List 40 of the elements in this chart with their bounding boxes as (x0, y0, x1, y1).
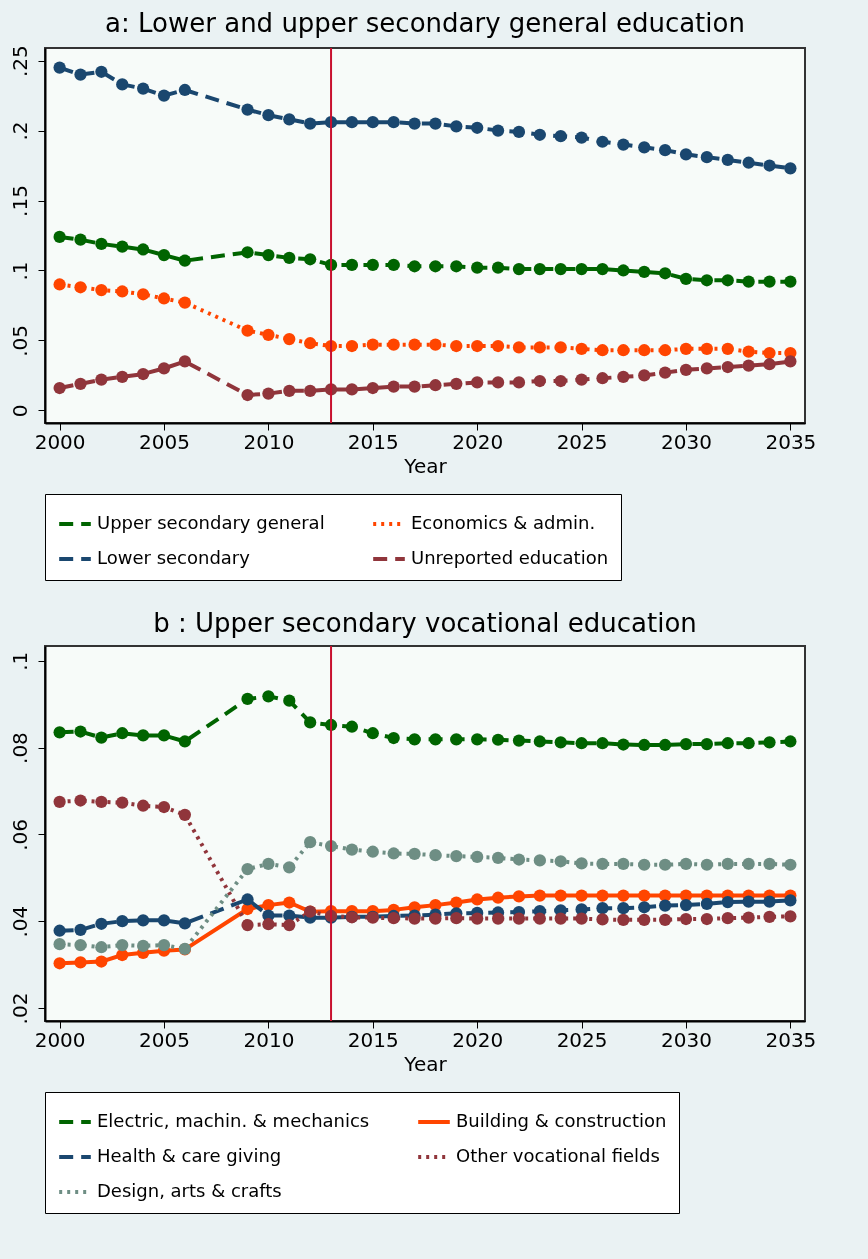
chart-title: a: Lower and upper secondary general education (105, 7, 745, 38)
x-tick-label: 2005 (139, 1027, 190, 1052)
x-tick-label: 2005 (139, 429, 190, 454)
x-tick-label: 2020 (452, 1027, 504, 1052)
y-tick-label: .05 (7, 325, 32, 357)
y-tick-label: .08 (7, 732, 32, 764)
x-tick-label: 2020 (452, 429, 504, 454)
x-tick-label: 2000 (34, 429, 86, 454)
x-tick-label: 2000 (34, 1027, 86, 1052)
y-tick-label: .04 (7, 905, 32, 938)
legend-label: Electric, machin. & mechanics (97, 1110, 370, 1131)
x-tick-label: 2035 (765, 429, 817, 454)
x-axis-title: Year (403, 453, 448, 478)
legend-label: Upper secondary general (97, 512, 325, 533)
x-tick-label: 2015 (347, 1027, 399, 1052)
x-axis-title: Year (403, 1051, 448, 1076)
y-tick-label: .06 (7, 818, 32, 851)
x-tick-label: 2030 (661, 429, 712, 454)
x-tick-label: 2025 (556, 429, 608, 454)
legend-label: Health & care giving (97, 1145, 282, 1166)
x-tick-label: 2025 (556, 1027, 608, 1052)
y-tick-label: .15 (7, 185, 32, 217)
x-tick-label: 2010 (243, 1027, 295, 1052)
y-tick-label: .2 (7, 121, 32, 141)
y-tick-label: 0 (7, 404, 32, 418)
y-tick-label: .25 (7, 45, 32, 77)
legend-label: Unreported education (411, 547, 609, 568)
legend-label: Lower secondary (97, 547, 251, 568)
x-tick-label: 2015 (347, 429, 399, 454)
y-tick-label: .1 (7, 651, 32, 671)
legend-label: Building & construction (456, 1110, 667, 1131)
legend-label: Economics & admin. (411, 512, 596, 533)
chart-title: b : Upper secondary vocational education (153, 608, 697, 638)
x-tick-label: 2010 (243, 429, 295, 454)
y-tick-label: .1 (7, 261, 32, 281)
legend-label: Other vocational fields (456, 1145, 660, 1166)
x-tick-label: 2030 (661, 1027, 712, 1052)
legend-label: Design, arts & crafts (97, 1180, 282, 1201)
y-tick-label: .02 (7, 992, 32, 1025)
x-tick-label: 2035 (765, 1027, 817, 1052)
